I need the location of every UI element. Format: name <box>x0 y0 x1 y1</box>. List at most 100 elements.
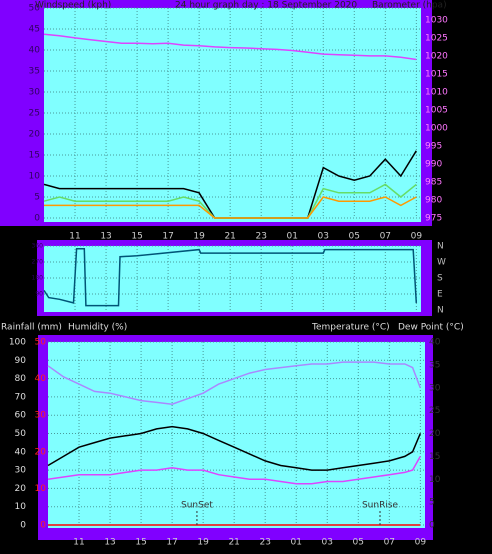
x-tick-label: 21 <box>224 232 235 242</box>
x-tick-label: 13 <box>104 538 115 548</box>
y-tick-label: 60 <box>15 411 27 421</box>
y2-tick-label: 1015 <box>425 69 448 79</box>
y2-axis-title: Barometer (hpa) <box>372 1 447 11</box>
x-tick-label: 01 <box>291 538 302 548</box>
y-tick-label: 35 <box>29 67 40 77</box>
y2-tick-label: 5 <box>429 498 435 508</box>
data-line <box>43 247 418 307</box>
y3-tick-label: 30 <box>35 411 47 421</box>
x-tick-label: 03 <box>318 232 329 242</box>
x-tick-label: 19 <box>193 232 205 242</box>
y-axis-title: Rainfall (mm) <box>1 323 62 333</box>
y3-tick-label: 40 <box>35 374 47 384</box>
x-tick-label: 11 <box>69 232 80 242</box>
y2-tick-label: 40 <box>429 338 441 348</box>
x-tick-label: 05 <box>349 232 360 242</box>
y-tick-label: 100 <box>9 338 26 348</box>
data-line <box>47 361 422 405</box>
y2-tick-label: 15 <box>429 452 440 462</box>
x-tick-label: 09 <box>411 232 423 242</box>
y-tick-label: 270 <box>32 259 44 266</box>
y-tick-label: 20 <box>15 484 27 494</box>
y2-tick-label: N <box>437 242 444 252</box>
y-tick-label: 0 <box>20 521 26 531</box>
y2-tick-label: 1010 <box>425 87 448 97</box>
y-tick-label: 90 <box>15 356 27 366</box>
x-tick-label: 03 <box>322 538 333 548</box>
y-tick-label: 10 <box>15 502 27 512</box>
x-tick-label: 05 <box>353 538 364 548</box>
y-tick-label: 30 <box>15 466 27 476</box>
y2-tick-label: 975 <box>425 214 442 224</box>
data-line <box>47 456 421 485</box>
y2-tick-label: W <box>437 258 446 268</box>
y2-tick-label: 1005 <box>425 105 448 115</box>
y2-tick-label: 1000 <box>425 123 448 133</box>
y2-tick-label: 1025 <box>425 33 448 43</box>
y-tick-label: 0 <box>34 214 40 224</box>
y2-tick-label: 30 <box>429 383 441 393</box>
x-tick-label: 09 <box>415 538 427 548</box>
y-tick-label: 45 <box>29 25 40 35</box>
y-tick-label: 50 <box>29 4 41 14</box>
y-tick-label: 80 <box>15 374 27 384</box>
annotation: SunRise <box>362 501 399 511</box>
y4-axis-title: Dew Point (°C) <box>398 323 464 333</box>
y2-axis-title: Temperature (°C) <box>311 323 390 333</box>
y-tick-label: 10 <box>29 172 41 182</box>
y2-tick-label: 20 <box>429 429 441 439</box>
y2-tick-label: 995 <box>425 141 442 151</box>
y-tick-label: 30 <box>29 88 41 98</box>
y2-tick-label: 35 <box>429 360 440 370</box>
x-tick-label: 11 <box>73 538 84 548</box>
x-tick-label: 21 <box>228 538 239 548</box>
y-tick-label: 180 <box>32 275 44 282</box>
y-tick-label: 25 <box>29 109 40 119</box>
y3-tick-label: 50 <box>35 338 47 348</box>
x-tick-label: 19 <box>197 538 209 548</box>
y2-tick-label: 25 <box>429 406 440 416</box>
y3-tick-label: 10 <box>35 484 47 494</box>
y-tick-label: 50 <box>15 429 27 439</box>
x-tick-label: 15 <box>131 232 142 242</box>
y-tick-label: 90 <box>35 291 43 298</box>
data-line <box>43 33 417 61</box>
y2-tick-label: N <box>437 306 444 316</box>
x-tick-label: 17 <box>162 232 173 242</box>
x-tick-label: 17 <box>166 538 177 548</box>
y3-tick-label: 0 <box>40 521 46 531</box>
y2-tick-label: S <box>437 274 443 284</box>
x-tick-label: 07 <box>380 232 391 242</box>
y-tick-label: 70 <box>15 392 27 402</box>
y2-tick-label: 980 <box>425 195 442 205</box>
y2-tick-label: E <box>437 290 443 300</box>
y3-tick-label: 20 <box>35 447 47 457</box>
data-line <box>44 196 417 219</box>
y2-tick-label: 1020 <box>425 51 448 61</box>
y-tick-label: 5 <box>34 193 40 203</box>
x-tick-label: 13 <box>100 232 111 242</box>
x-tick-label: 23 <box>259 538 270 548</box>
x-tick-label: 01 <box>287 232 298 242</box>
data-line <box>47 425 421 471</box>
y2-tick-label: 985 <box>425 177 442 187</box>
y2-tick-label: 1030 <box>425 15 448 25</box>
plot-area <box>44 8 421 222</box>
y-axis-title: Windspeed (kph) <box>35 1 111 11</box>
x-tick-label: 23 <box>255 232 266 242</box>
x-tick-label: 15 <box>135 538 146 548</box>
y-tick-label: 40 <box>15 447 27 457</box>
y2-tick-label: 0 <box>429 521 435 531</box>
plot-area <box>44 246 421 312</box>
plot-area <box>48 342 425 528</box>
y-tick-label: 20 <box>29 130 41 140</box>
y2-tick-label: 990 <box>425 159 442 169</box>
x-tick-label: 07 <box>384 538 395 548</box>
y3-axis-title: Humidity (%) <box>68 323 127 333</box>
y2-tick-label: 10 <box>429 475 441 485</box>
y-tick-label: 15 <box>29 151 40 161</box>
chart-title: 24 hour graph day : 18 September 2020 <box>175 1 357 11</box>
y-tick-label: 360 <box>32 243 44 250</box>
